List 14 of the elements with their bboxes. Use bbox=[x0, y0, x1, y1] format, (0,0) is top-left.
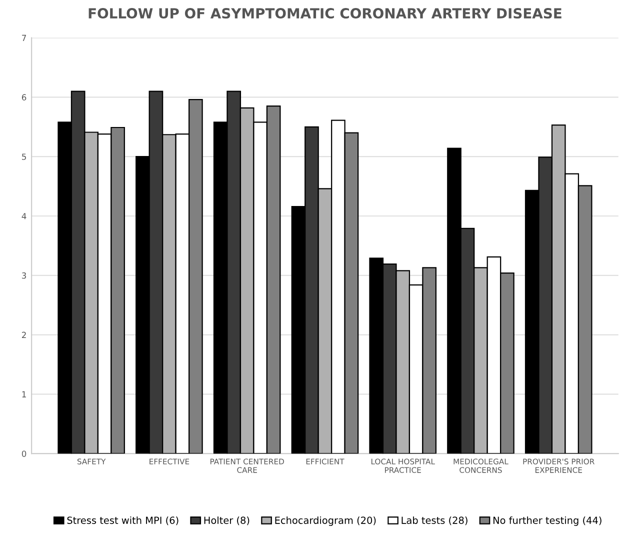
legend-label: Echocardiogram (20) bbox=[275, 516, 376, 526]
legend-label: Stress test with MPI (6) bbox=[67, 516, 178, 526]
legend-label: Lab tests (28) bbox=[402, 516, 468, 526]
y-tick-label: 0 bbox=[22, 450, 26, 457]
y-tick-label: 4 bbox=[22, 213, 26, 220]
y-tick-label: 7 bbox=[22, 34, 26, 41]
y-tick-label: 5 bbox=[22, 154, 26, 160]
y-tick-label: 3 bbox=[22, 272, 26, 279]
chart-title: FOLLOW UP OF ASYMPTOMATIC CORONARY ARTERY DISEASE bbox=[88, 8, 562, 19]
y-tick-label: 6 bbox=[22, 94, 26, 100]
legend-label: Holter (8) bbox=[204, 516, 250, 526]
legend-label: No further testing (44) bbox=[493, 516, 602, 526]
y-tick-label: 1 bbox=[22, 391, 26, 398]
y-tick-label: 2 bbox=[22, 332, 26, 338]
